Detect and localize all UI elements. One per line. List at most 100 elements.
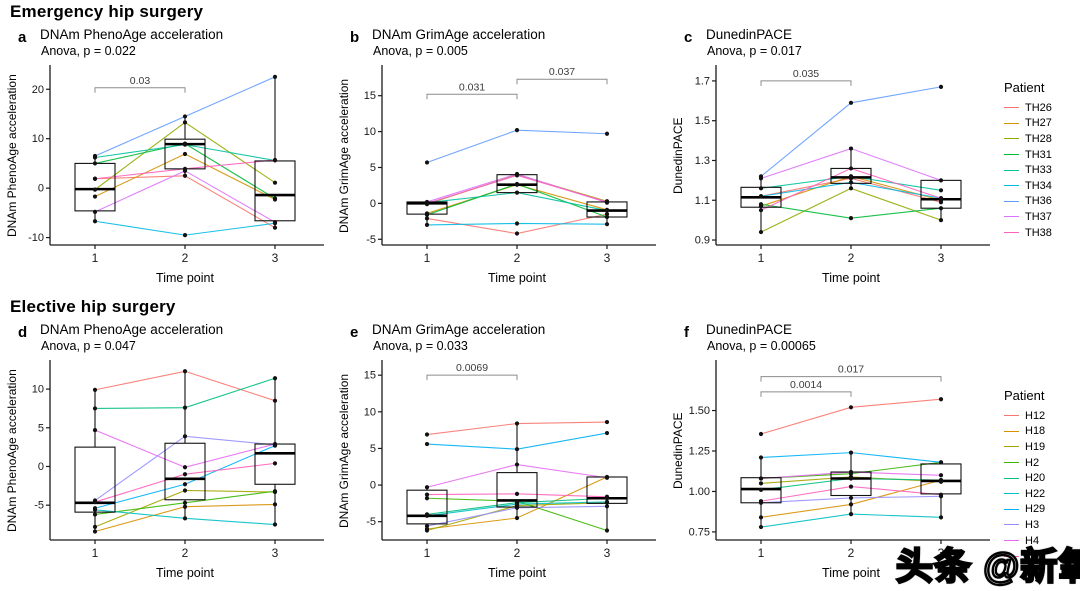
x-axis-label: Time point — [156, 566, 214, 580]
x-axis-label: Time point — [822, 271, 880, 285]
y-tick-label: 0 — [370, 198, 376, 210]
data-point — [272, 180, 278, 185]
data-point — [182, 500, 188, 505]
data-point — [938, 188, 944, 193]
data-point — [424, 212, 430, 217]
data-point — [92, 524, 98, 529]
panel-letter: c — [684, 29, 693, 46]
y-tick-label: 10 — [32, 384, 44, 396]
x-tick-label: 2 — [514, 251, 521, 265]
data-point — [604, 419, 610, 425]
y-tick-label: 10 — [32, 133, 44, 145]
panel-subtitle: Anova, p = 0.033 — [373, 339, 468, 353]
data-point — [848, 469, 854, 475]
x-tick-label: 3 — [938, 546, 945, 560]
data-point — [272, 220, 278, 225]
data-point — [272, 376, 278, 381]
legend-label: H29 — [1025, 503, 1046, 516]
data-point — [758, 476, 764, 481]
data-point — [424, 160, 430, 165]
data-point — [92, 153, 98, 159]
legend-line-swatch — [1004, 540, 1019, 542]
data-point — [758, 208, 764, 213]
y-tick-label: 1.7 — [695, 75, 710, 87]
significance-p-value: 0.0069 — [456, 362, 488, 374]
data-point — [938, 515, 944, 520]
data-point — [848, 484, 854, 489]
data-point — [604, 208, 610, 213]
panel-subtitle: Anova, p = 0.047 — [41, 339, 136, 353]
data-point — [514, 231, 520, 236]
legend-label: TH27 — [1025, 117, 1052, 130]
data-point — [848, 146, 854, 151]
data-point — [758, 515, 764, 520]
data-point — [604, 475, 610, 480]
data-point — [92, 406, 98, 411]
panel-title: DNAm GrimAge acceleration — [372, 322, 546, 337]
patient-line-TH36 — [426, 129, 608, 163]
patient-line-TH37 — [426, 173, 608, 204]
panel-title: DunedinPACE — [706, 27, 793, 42]
data-point — [182, 151, 188, 157]
elective-legend: Patient H12 H18 H19 H2 H20 H22 H29 H3 H4 H5 — [1004, 388, 1080, 564]
data-point — [92, 194, 98, 199]
legend-item-TH27: TH27 — [1004, 116, 1080, 132]
data-point — [938, 460, 944, 465]
y-tick-label: 20 — [32, 84, 44, 96]
data-point — [848, 174, 854, 179]
data-point — [604, 528, 610, 533]
x-tick-label: 1 — [758, 546, 765, 560]
data-point — [182, 120, 188, 125]
data-point — [848, 476, 854, 481]
data-point — [604, 199, 610, 205]
panel-e: e DNAm GrimAge acceleration Anova, p = 0.0… — [337, 319, 668, 591]
legend-label: H22 — [1025, 487, 1046, 500]
y-tick-label: -5 — [366, 234, 376, 246]
panel-letter: f — [684, 324, 689, 341]
data-point — [848, 502, 854, 507]
legend-line-swatch — [1004, 555, 1019, 557]
data-point — [424, 432, 430, 437]
data-point — [514, 502, 520, 507]
data-point — [604, 430, 610, 436]
data-point — [182, 142, 188, 147]
panel-subtitle: Anova, p = 0.017 — [707, 44, 802, 58]
significance-p-value: 0.037 — [549, 66, 575, 78]
watermark: 头条 @新氧 — [895, 545, 1080, 588]
y-tick-label: 0 — [38, 183, 44, 195]
data-point — [758, 481, 764, 486]
legend-item-H22: H22 — [1004, 486, 1080, 502]
panel-letter: d — [18, 324, 28, 341]
data-point — [938, 397, 944, 402]
legend-line-swatch — [1004, 508, 1019, 510]
legend-item-H5: H5 — [1004, 548, 1080, 564]
data-point — [848, 166, 854, 171]
data-point — [272, 461, 278, 466]
data-point — [92, 161, 98, 166]
y-tick-label: 0 — [370, 480, 376, 492]
significance-bracket — [516, 78, 608, 85]
legend-line-swatch — [1004, 446, 1019, 448]
data-point — [92, 499, 98, 505]
panel-c: c DunedinPACE Anova, p = 0.017 DunedinPACE 0… — [671, 24, 1002, 296]
y-tick-label: 0 — [38, 461, 44, 473]
data-point — [182, 173, 188, 178]
significance-p-value: 0.0014 — [790, 379, 822, 391]
patient-line-TH37 — [94, 170, 276, 223]
data-point — [938, 196, 944, 201]
plot-area: 0.75 1.00 1.25 1.50 1 2 3 0.0014 0.017 — [689, 360, 990, 560]
panel-subtitle: Anova, p = 0.005 — [373, 44, 468, 58]
legend-item-H12: H12 — [1004, 408, 1080, 424]
significance-bracket — [760, 80, 852, 86]
boxplot-3 — [254, 76, 296, 228]
data-point — [514, 515, 520, 521]
legend-item-H20: H20 — [1004, 470, 1080, 486]
legend-line-swatch — [1004, 415, 1019, 417]
data-point — [604, 222, 610, 227]
data-point — [424, 222, 430, 228]
data-point — [514, 173, 520, 178]
y-tick-label: 15 — [364, 370, 376, 382]
legend-item-TH31: TH31 — [1004, 147, 1080, 163]
data-point — [272, 522, 278, 527]
plot-area: 0.9 1.1 1.3 1.5 1.7 1 2 3 0.035 — [695, 65, 990, 265]
